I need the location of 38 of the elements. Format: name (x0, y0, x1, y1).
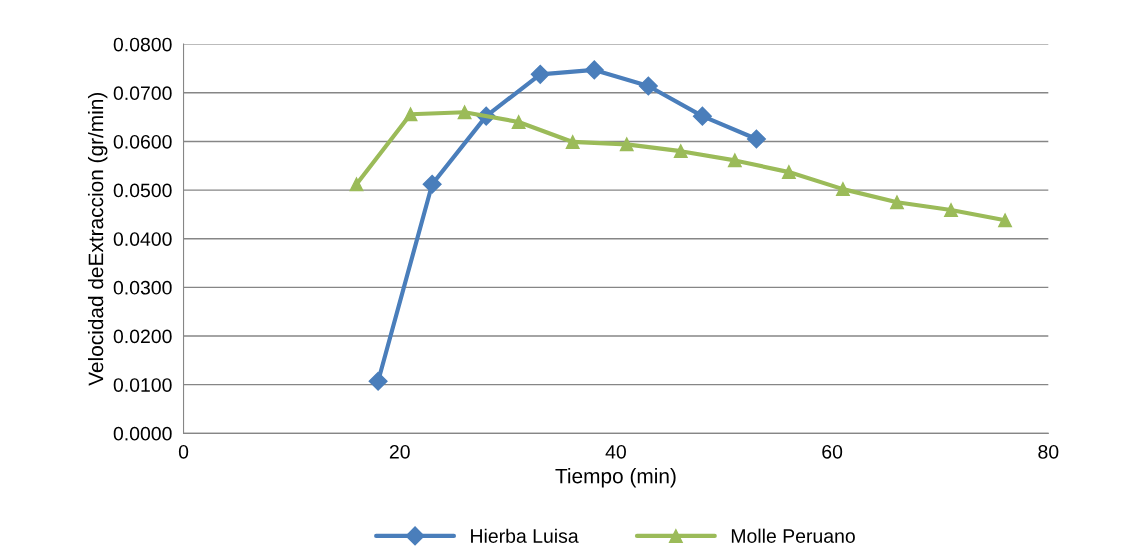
point (349, 177, 364, 192)
point (619, 137, 634, 152)
x-tick-label: 40 (605, 444, 626, 459)
y-tick-label: 0.0500 (113, 183, 172, 198)
point (565, 134, 580, 149)
y-tick-label: 0.0700 (113, 86, 172, 101)
point (692, 106, 712, 126)
point (457, 105, 472, 120)
y-tick-label: 0.0100 (113, 378, 172, 392)
point (727, 153, 742, 168)
y-tick-label: 0.0300 (113, 280, 172, 295)
point (403, 107, 418, 122)
point (890, 195, 904, 210)
point (781, 165, 796, 180)
x-axis-title: Tiempo (min) (555, 468, 676, 488)
y-tick-label: 0.0200 (113, 329, 172, 344)
x-tick-label: 80 (1038, 444, 1059, 459)
point (584, 60, 604, 80)
y-tick-label: 0.0800 (113, 37, 172, 52)
y-tick-label: 0.0600 (113, 134, 172, 149)
point (530, 64, 550, 84)
point (944, 203, 958, 217)
point (511, 115, 526, 129)
point (368, 371, 388, 391)
x-tick-label: 0 (178, 444, 189, 459)
point (835, 182, 850, 197)
point (998, 213, 1013, 228)
point (422, 174, 442, 194)
x-tick-label: 60 (822, 444, 843, 459)
y-axis-title: Velocidad deExtraccion (gr/min) (87, 92, 108, 386)
legend-label: Molle Peruano (731, 528, 855, 543)
legend-label: Hierba Luisa (471, 528, 579, 543)
point (638, 76, 658, 96)
point (746, 129, 766, 149)
y-tick-label: 0.0000 (113, 426, 172, 441)
point (673, 144, 688, 159)
x-tick-label: 20 (389, 444, 410, 459)
y-tick-label: 0.0400 (113, 232, 172, 246)
